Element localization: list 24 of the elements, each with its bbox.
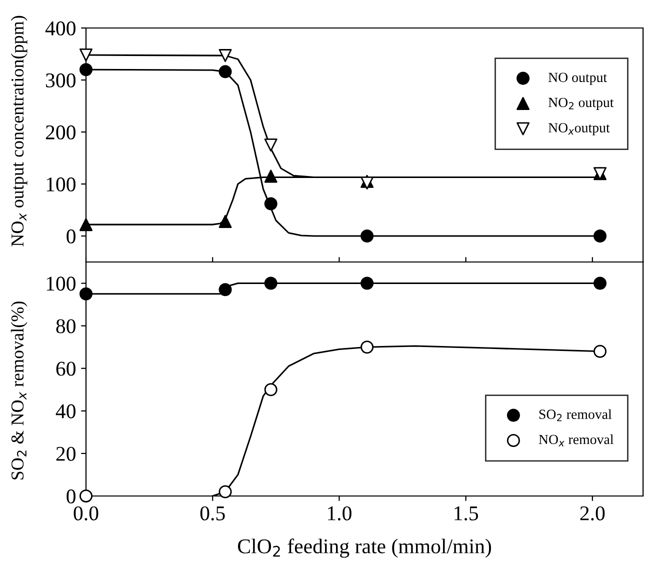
y-tick-label: 100 xyxy=(46,276,76,291)
y-tick-label: 400 xyxy=(45,21,76,36)
y-tick-label: 300 xyxy=(46,73,76,88)
legend-label: NO output xyxy=(548,72,607,85)
x-tick-label: 0.0 xyxy=(74,506,98,520)
y-axis-title: SO$_{2}$ & NO$_{x}$ removal(%) xyxy=(10,302,28,480)
x-tick-label: 0.5 xyxy=(200,506,225,520)
y-tick-label: 0 xyxy=(66,489,76,504)
legend-label: SO$_{2}$ removal xyxy=(539,409,612,422)
legend-label: NO$_{x}$output xyxy=(548,123,610,136)
x-tick-label: 2.0 xyxy=(580,506,605,520)
y-tick-label: 60 xyxy=(56,362,76,376)
x-axis-title: ClO$_{2}$ feeding rate (mmol/min) xyxy=(238,538,491,558)
y-tick-label: 80 xyxy=(56,319,76,334)
y-tick-label: 200 xyxy=(46,125,76,140)
y-tick-label: 100 xyxy=(46,177,76,192)
x-tick-label: 1.5 xyxy=(454,506,478,520)
legend-label: NO$_{x}$ removal xyxy=(538,434,614,446)
y-tick-label: 40 xyxy=(56,404,76,418)
y-tick-label: 0 xyxy=(66,229,76,244)
y-axis-title: NO$_{x}$ output concentration(ppm) xyxy=(10,16,28,246)
x-tick-label: 1.0 xyxy=(328,506,352,520)
y-tick-label: 20 xyxy=(56,446,76,461)
legend-label: NO$_{2}$ output xyxy=(548,98,614,110)
